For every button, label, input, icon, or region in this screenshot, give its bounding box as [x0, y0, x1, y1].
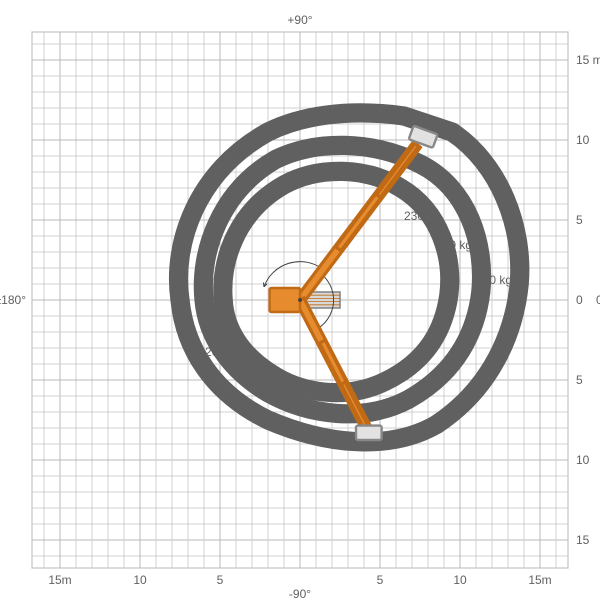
x-axis-label: 15m — [48, 573, 71, 587]
y-axis-label: 15 m — [576, 53, 600, 67]
y-axis-label: 5 — [576, 373, 583, 387]
machine-base — [270, 288, 300, 312]
y-axis-label: 10 — [576, 453, 590, 467]
work-cage-1 — [356, 426, 382, 440]
capacity-label-0: 230 kg — [404, 209, 440, 223]
angle-label-0: 160° — [206, 273, 231, 287]
x-axis-label: 10 — [133, 573, 147, 587]
y-axis-label: 10 — [576, 133, 590, 147]
x-axis-label: 15m — [528, 573, 551, 587]
y-axis-label: 5 — [576, 213, 583, 227]
angle-left: ±180° — [0, 293, 26, 307]
x-axis-label: 10 — [453, 573, 467, 587]
y-axis-label: 0 — [576, 293, 583, 307]
capacity-label-1: 200 kg — [436, 238, 472, 252]
pivot-point — [298, 298, 302, 302]
capacity-label-2: 100 kg — [476, 273, 512, 287]
angle-top: +90° — [287, 13, 312, 27]
y-axis-label: 15 — [576, 533, 590, 547]
x-axis-label: 5 — [217, 573, 224, 587]
x-axis-label: 5 — [377, 573, 384, 587]
working-range-diagram: 15m 10 5 5 10 15m 15 m 10 5 0 5 10 15 +90° -90° ±180° 0°… — [0, 0, 600, 600]
angle-bottom: -90° — [289, 587, 311, 600]
angle-right: 0° — [596, 293, 600, 307]
angle-label-1: 120° — [198, 345, 223, 359]
